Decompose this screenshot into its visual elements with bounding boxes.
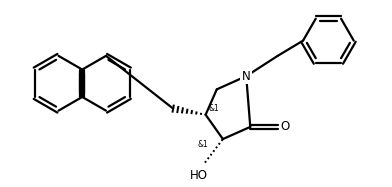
Text: &1: &1 xyxy=(198,140,209,149)
Text: &1: &1 xyxy=(209,104,220,113)
Text: N: N xyxy=(242,70,250,83)
Text: HO: HO xyxy=(190,169,207,183)
Text: O: O xyxy=(280,120,289,133)
